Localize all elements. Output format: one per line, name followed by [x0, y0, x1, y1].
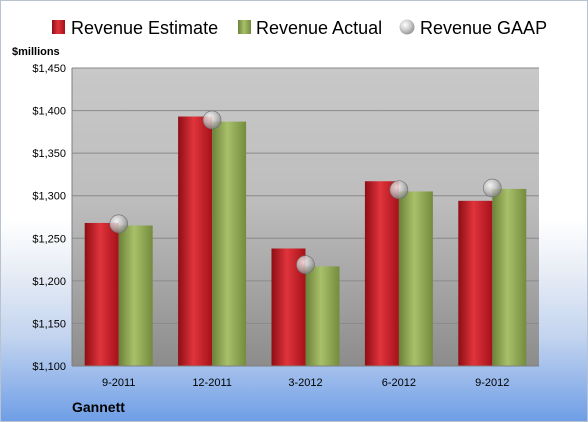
legend-swatch-actual [238, 20, 251, 34]
point-revenue-gaap [296, 255, 315, 274]
point-revenue-gaap [202, 110, 222, 130]
y-tick-label: $1,100 [32, 361, 66, 373]
point-revenue-gaap [109, 214, 128, 234]
bar-revenue-estimate [84, 222, 119, 366]
bar-revenue-actual [212, 121, 247, 366]
bar-revenue-actual [398, 191, 433, 366]
legend-label-estimate: Revenue Estimate [71, 18, 218, 38]
point-revenue-gaap [389, 180, 409, 200]
bar-revenue-actual [305, 266, 340, 366]
legend-label-actual: Revenue Actual [256, 18, 382, 38]
y-tick-label: $1,350 [32, 148, 66, 160]
x-axis-ticks: 9-2011 12-2011 3-2012 6-2012 9-2012 [102, 377, 509, 389]
x-tick-label: 12-2011 [192, 377, 232, 389]
bar-revenue-estimate [178, 116, 213, 366]
x-tick-label: 9-2012 [475, 377, 509, 389]
gaap-markers [109, 110, 502, 274]
y-tick-label: $1,200 [32, 276, 66, 288]
y-tick-label: $1,150 [32, 318, 66, 330]
legend-label-gaap: Revenue GAAP [420, 18, 547, 38]
legend-swatch-estimate [52, 20, 65, 34]
legend-swatch-gaap [399, 19, 415, 35]
bars [84, 116, 527, 366]
y-tick-label: $1,400 [32, 106, 66, 118]
legend: Revenue Estimate Revenue Actual Revenue … [52, 18, 547, 38]
bar-revenue-actual [492, 188, 527, 366]
x-tick-label: 6-2012 [382, 377, 416, 389]
bar-revenue-estimate [364, 181, 399, 366]
y-tick-label: $1,250 [32, 233, 66, 245]
bar-revenue-actual [118, 225, 153, 366]
unit-label: $millions [12, 46, 60, 58]
y-tick-label: $1,450 [32, 63, 66, 75]
point-revenue-gaap [482, 178, 502, 198]
y-axis-ticks: $1,100 $1,150 $1,200 $1,250 $1,300 $1,350 $1,4… [32, 63, 66, 373]
y-tick-label: $1,300 [32, 191, 66, 203]
x-tick-label: 9-2011 [102, 377, 135, 389]
x-tick-label: 3-2012 [288, 377, 322, 389]
bar-revenue-estimate [458, 200, 493, 366]
company-label: Gannett [72, 399, 125, 415]
